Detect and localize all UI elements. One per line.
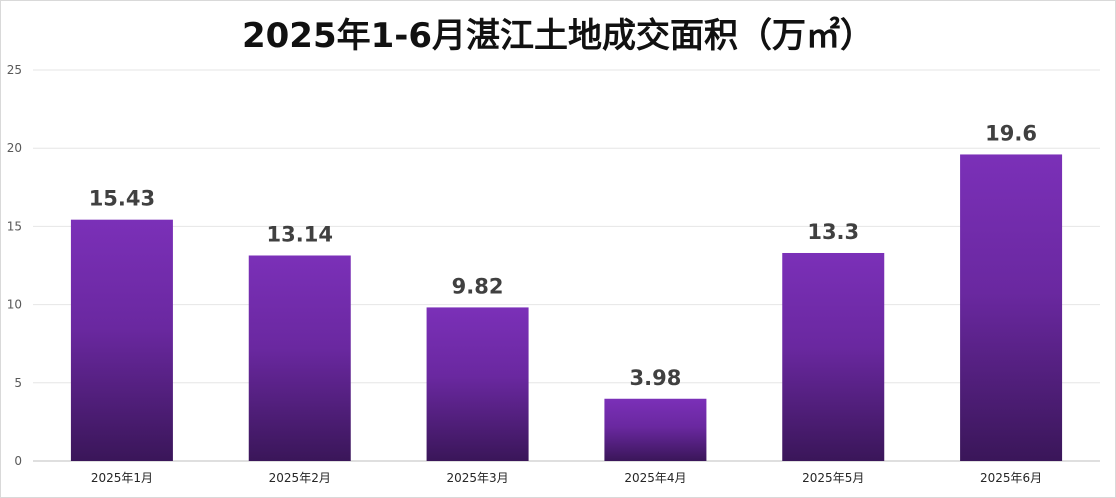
data-label: 9.82 (452, 274, 504, 298)
chart-title: 2025年1-6月湛江土地成交面积（万㎡） (241, 16, 875, 56)
data-label: 19.6 (985, 121, 1037, 145)
bar (604, 398, 707, 461)
y-tick-label: 20 (7, 141, 22, 155)
data-label: 13.3 (807, 220, 859, 244)
bar (248, 255, 351, 461)
y-tick-label: 10 (7, 298, 22, 312)
y-tick-label: 25 (7, 63, 22, 77)
data-labels: 15.43 13.14 9.82 3.98 13.3 19.6 (89, 121, 1037, 389)
bar (782, 252, 885, 461)
x-category-label: 2025年5月 (802, 471, 864, 485)
x-category-label: 2025年3月 (446, 471, 508, 485)
gridlines (33, 69, 1100, 462)
data-label: 15.43 (89, 187, 155, 211)
y-axis-ticks: 0 5 10 15 20 25 (7, 63, 22, 468)
y-tick-label: 5 (14, 376, 22, 390)
bar (70, 219, 173, 461)
data-label: 13.14 (267, 222, 333, 246)
bars (70, 154, 1063, 461)
y-tick-label: 0 (14, 454, 22, 468)
bar (960, 154, 1063, 461)
data-label: 3.98 (630, 366, 682, 390)
y-tick-label: 15 (7, 219, 22, 233)
x-axis-categories: 2025年1月 2025年2月 2025年3月 2025年4月 2025年5月 2025年… (91, 471, 1042, 485)
x-category-label: 2025年2月 (269, 471, 331, 485)
x-category-label: 2025年6月 (980, 471, 1042, 485)
bar (426, 307, 529, 461)
x-category-label: 2025年4月 (624, 471, 686, 485)
x-category-label: 2025年1月 (91, 471, 153, 485)
